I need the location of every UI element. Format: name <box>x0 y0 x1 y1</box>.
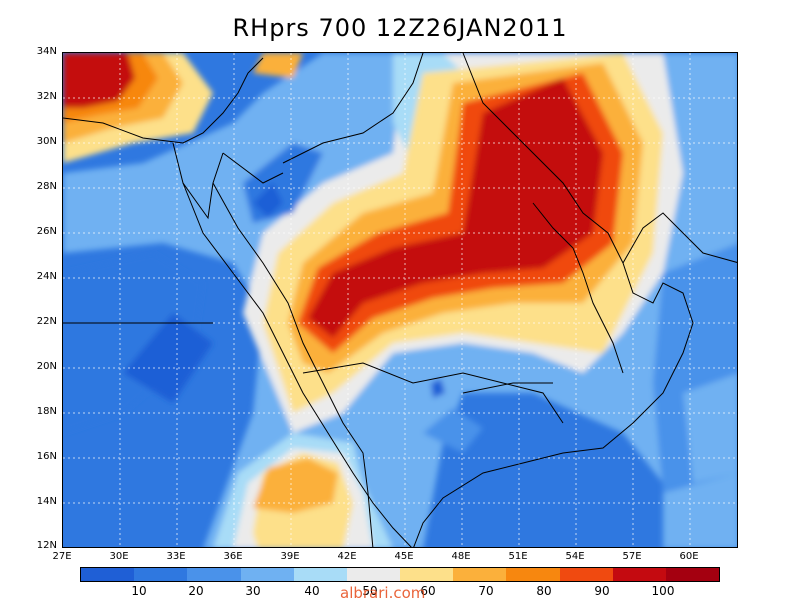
colorbar-swatch <box>506 568 560 581</box>
lat-label: 24N <box>36 271 57 282</box>
map-canvas <box>63 53 737 547</box>
lon-label: 33E <box>166 551 186 562</box>
colorbar-label: 90 <box>594 584 610 598</box>
colorbar-swatch <box>346 568 401 581</box>
lon-label: 60E <box>679 551 699 562</box>
lat-label: 26N <box>36 226 57 237</box>
colorbar <box>80 567 720 582</box>
lat-label: 14N <box>36 496 57 507</box>
colorbar-swatch <box>400 568 454 581</box>
colorbar-label: 100 <box>651 584 675 598</box>
colorbar-label: 70 <box>478 584 494 598</box>
colorbar-label: 50 <box>362 584 378 598</box>
lat-label: 20N <box>36 361 57 372</box>
lon-label: 30E <box>109 551 129 562</box>
coastlines <box>63 53 737 547</box>
lat-label: 32N <box>36 91 57 102</box>
colorbar-swatch <box>187 568 241 581</box>
colorbar-label: 30 <box>245 584 261 598</box>
colorbar-swatch <box>559 568 613 581</box>
colorbar-swatch <box>134 568 188 581</box>
lat-label: 30N <box>36 136 57 147</box>
colorbar-swatch <box>240 568 294 581</box>
map-title: RHprs 700 12Z26JAN2011 <box>232 14 568 42</box>
colorbar-swatch <box>612 568 666 581</box>
colorbar-label: 40 <box>304 584 320 598</box>
lon-label: 42E <box>337 551 357 562</box>
lon-label: 39E <box>280 551 300 562</box>
colorbar-swatch <box>81 568 135 581</box>
lon-label: 45E <box>394 551 414 562</box>
lon-label: 48E <box>451 551 471 562</box>
lon-label: 57E <box>622 551 642 562</box>
colorbar-swatch <box>453 568 507 581</box>
lat-label: 16N <box>36 451 57 462</box>
colorbar-label: 60 <box>420 584 436 598</box>
colorbar-label: 80 <box>536 584 552 598</box>
colorbar-label: 10 <box>131 584 147 598</box>
lon-label: 36E <box>223 551 243 562</box>
colorbar-swatch <box>293 568 347 581</box>
watermark: albrari.com <box>340 584 426 602</box>
lat-label: 12N <box>36 540 57 551</box>
lon-label: 51E <box>508 551 528 562</box>
lat-label: 22N <box>36 316 57 327</box>
lat-label: 28N <box>36 181 57 192</box>
lon-label: 54E <box>565 551 585 562</box>
lon-label: 27E <box>52 551 72 562</box>
colorbar-label: 20 <box>188 584 204 598</box>
colorbar-swatch <box>665 568 720 581</box>
humidity-map <box>62 52 738 548</box>
lat-label: 18N <box>36 406 57 417</box>
lat-label: 34N <box>36 46 57 57</box>
